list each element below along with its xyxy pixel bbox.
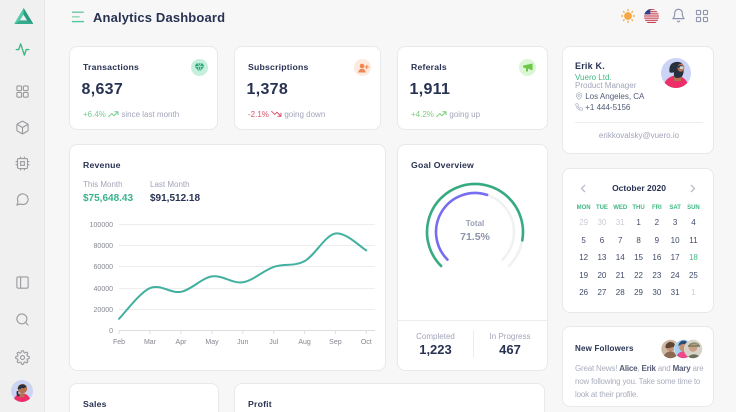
svg-text:Feb: Feb [113, 339, 125, 346]
svg-text:Sep: Sep [329, 339, 342, 346]
svg-text:80000: 80000 [94, 243, 114, 250]
svg-text:100000: 100000 [90, 222, 113, 229]
svg-text:Aug: Aug [298, 339, 311, 346]
svg-text:20000: 20000 [94, 307, 114, 314]
svg-text:71.5%: 71.5% [460, 231, 490, 243]
svg-text:May: May [205, 339, 219, 346]
svg-text:Jul: Jul [269, 339, 278, 346]
svg-text:Apr: Apr [176, 339, 188, 346]
svg-text:Mar: Mar [144, 339, 157, 346]
svg-text:Total: Total [466, 219, 485, 228]
svg-text:60000: 60000 [94, 264, 114, 271]
svg-text:0: 0 [109, 328, 113, 335]
svg-text:Oct: Oct [361, 339, 372, 346]
svg-text:40000: 40000 [94, 286, 114, 293]
svg-text:Jun: Jun [237, 339, 248, 346]
